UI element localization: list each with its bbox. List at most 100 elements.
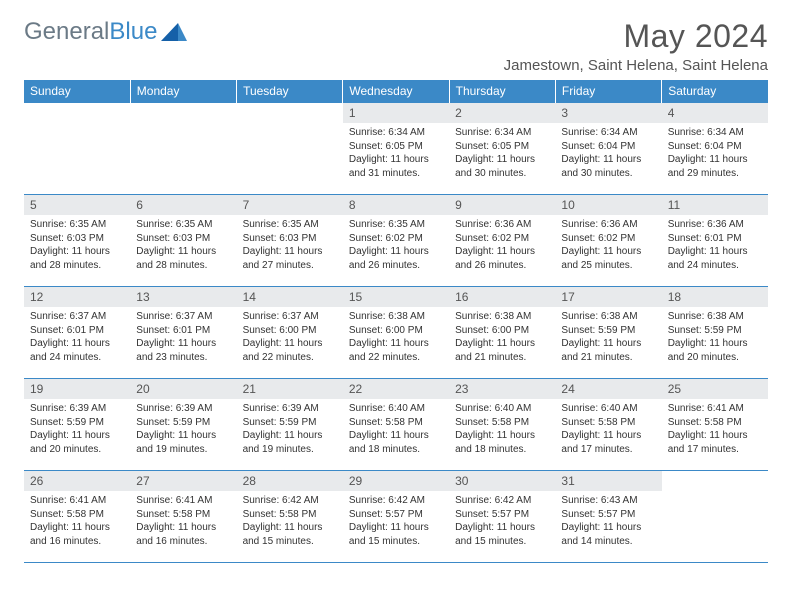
sunrise-text: Sunrise: 6:39 AM — [243, 402, 337, 416]
calendar-cell: 16Sunrise: 6:38 AMSunset: 6:00 PMDayligh… — [449, 287, 555, 379]
day-number: 4 — [662, 103, 768, 123]
weekday-header-row: Sunday Monday Tuesday Wednesday Thursday… — [24, 80, 768, 103]
day-number: 25 — [662, 379, 768, 399]
calendar-cell: 19Sunrise: 6:39 AMSunset: 5:59 PMDayligh… — [24, 379, 130, 471]
day-number: 13 — [130, 287, 236, 307]
month-title: May 2024 — [504, 18, 768, 55]
day-details: Sunrise: 6:34 AMSunset: 6:04 PMDaylight:… — [662, 123, 768, 184]
calendar-cell: 1Sunrise: 6:34 AMSunset: 6:05 PMDaylight… — [343, 103, 449, 195]
day-details: Sunrise: 6:35 AMSunset: 6:03 PMDaylight:… — [130, 215, 236, 276]
calendar-cell: 17Sunrise: 6:38 AMSunset: 5:59 PMDayligh… — [555, 287, 661, 379]
weekday-header: Friday — [555, 80, 661, 103]
sunset-text: Sunset: 5:57 PM — [455, 508, 549, 522]
calendar-cell — [662, 471, 768, 563]
daylight-text: Daylight: 11 hours and 21 minutes. — [561, 337, 655, 364]
sunrise-text: Sunrise: 6:37 AM — [30, 310, 124, 324]
weekday-header: Saturday — [662, 80, 768, 103]
sunrise-text: Sunrise: 6:38 AM — [349, 310, 443, 324]
sunset-text: Sunset: 6:04 PM — [668, 140, 762, 154]
daylight-text: Daylight: 11 hours and 30 minutes. — [561, 153, 655, 180]
sunrise-text: Sunrise: 6:35 AM — [243, 218, 337, 232]
weekday-header: Sunday — [24, 80, 130, 103]
calendar-cell: 18Sunrise: 6:38 AMSunset: 5:59 PMDayligh… — [662, 287, 768, 379]
sunset-text: Sunset: 6:00 PM — [243, 324, 337, 338]
sunset-text: Sunset: 5:57 PM — [349, 508, 443, 522]
sunset-text: Sunset: 6:01 PM — [136, 324, 230, 338]
calendar-week-row: 1Sunrise: 6:34 AMSunset: 6:05 PMDaylight… — [24, 103, 768, 195]
day-number: 7 — [237, 195, 343, 215]
daylight-text: Daylight: 11 hours and 26 minutes. — [455, 245, 549, 272]
calendar-cell: 3Sunrise: 6:34 AMSunset: 6:04 PMDaylight… — [555, 103, 661, 195]
daylight-text: Daylight: 11 hours and 27 minutes. — [243, 245, 337, 272]
day-number: 21 — [237, 379, 343, 399]
sunrise-text: Sunrise: 6:34 AM — [349, 126, 443, 140]
sunrise-text: Sunrise: 6:41 AM — [30, 494, 124, 508]
daylight-text: Daylight: 11 hours and 31 minutes. — [349, 153, 443, 180]
sunset-text: Sunset: 6:02 PM — [455, 232, 549, 246]
daylight-text: Daylight: 11 hours and 15 minutes. — [243, 521, 337, 548]
calendar-week-row: 19Sunrise: 6:39 AMSunset: 5:59 PMDayligh… — [24, 379, 768, 471]
day-details: Sunrise: 6:38 AMSunset: 5:59 PMDaylight:… — [555, 307, 661, 368]
daylight-text: Daylight: 11 hours and 15 minutes. — [455, 521, 549, 548]
day-details: Sunrise: 6:41 AMSunset: 5:58 PMDaylight:… — [24, 491, 130, 552]
daylight-text: Daylight: 11 hours and 14 minutes. — [561, 521, 655, 548]
sunrise-text: Sunrise: 6:41 AM — [136, 494, 230, 508]
day-details: Sunrise: 6:37 AMSunset: 6:00 PMDaylight:… — [237, 307, 343, 368]
calendar-cell: 14Sunrise: 6:37 AMSunset: 6:00 PMDayligh… — [237, 287, 343, 379]
sunrise-text: Sunrise: 6:39 AM — [136, 402, 230, 416]
day-details: Sunrise: 6:34 AMSunset: 6:05 PMDaylight:… — [449, 123, 555, 184]
day-number: 12 — [24, 287, 130, 307]
calendar-cell: 8Sunrise: 6:35 AMSunset: 6:02 PMDaylight… — [343, 195, 449, 287]
sunset-text: Sunset: 5:59 PM — [243, 416, 337, 430]
sunset-text: Sunset: 6:00 PM — [455, 324, 549, 338]
day-details: Sunrise: 6:38 AMSunset: 6:00 PMDaylight:… — [449, 307, 555, 368]
day-number: 16 — [449, 287, 555, 307]
day-number: 24 — [555, 379, 661, 399]
day-details: Sunrise: 6:35 AMSunset: 6:02 PMDaylight:… — [343, 215, 449, 276]
daylight-text: Daylight: 11 hours and 18 minutes. — [455, 429, 549, 456]
sunset-text: Sunset: 6:03 PM — [136, 232, 230, 246]
daylight-text: Daylight: 11 hours and 16 minutes. — [30, 521, 124, 548]
calendar-cell — [130, 103, 236, 195]
day-details: Sunrise: 6:43 AMSunset: 5:57 PMDaylight:… — [555, 491, 661, 552]
day-number: 11 — [662, 195, 768, 215]
sunset-text: Sunset: 5:59 PM — [30, 416, 124, 430]
calendar-cell: 28Sunrise: 6:42 AMSunset: 5:58 PMDayligh… — [237, 471, 343, 563]
day-details: Sunrise: 6:36 AMSunset: 6:02 PMDaylight:… — [555, 215, 661, 276]
daylight-text: Daylight: 11 hours and 19 minutes. — [243, 429, 337, 456]
sunset-text: Sunset: 6:05 PM — [455, 140, 549, 154]
brand-part1: General — [24, 18, 109, 46]
logo-triangle-icon — [161, 23, 187, 41]
sunset-text: Sunset: 5:58 PM — [561, 416, 655, 430]
sunrise-text: Sunrise: 6:35 AM — [349, 218, 443, 232]
calendar-cell: 7 Sunrise: 6:35 AMSunset: 6:03 PMDaylight… — [237, 195, 343, 287]
day-number: 8 — [343, 195, 449, 215]
day-details: Sunrise: 6:41 AMSunset: 5:58 PMDaylight:… — [130, 491, 236, 552]
sunset-text: Sunset: 6:01 PM — [30, 324, 124, 338]
day-details: Sunrise: 6:38 AMSunset: 6:00 PMDaylight:… — [343, 307, 449, 368]
sunset-text: Sunset: 5:58 PM — [243, 508, 337, 522]
calendar-cell: 4Sunrise: 6:34 AMSunset: 6:04 PMDaylight… — [662, 103, 768, 195]
weekday-header: Wednesday — [343, 80, 449, 103]
daylight-text: Daylight: 11 hours and 17 minutes. — [561, 429, 655, 456]
day-details: Sunrise: 6:37 AMSunset: 6:01 PMDaylight:… — [24, 307, 130, 368]
calendar-cell: 10Sunrise: 6:36 AMSunset: 6:02 PMDayligh… — [555, 195, 661, 287]
day-number: 27 — [130, 471, 236, 491]
calendar-week-row: 5Sunrise: 6:35 AMSunset: 6:03 PMDaylight… — [24, 195, 768, 287]
calendar-cell: 23Sunrise: 6:40 AMSunset: 5:58 PMDayligh… — [449, 379, 555, 471]
day-number: 2 — [449, 103, 555, 123]
daylight-text: Daylight: 11 hours and 28 minutes. — [30, 245, 124, 272]
daylight-text: Daylight: 11 hours and 19 minutes. — [136, 429, 230, 456]
sunrise-text: Sunrise: 6:36 AM — [561, 218, 655, 232]
calendar-week-row: 12Sunrise: 6:37 AMSunset: 6:01 PMDayligh… — [24, 287, 768, 379]
day-details: Sunrise: 6:35 AMSunset: 6:03 PMDaylight:… — [24, 215, 130, 276]
sunset-text: Sunset: 6:04 PM — [561, 140, 655, 154]
sunrise-text: Sunrise: 6:42 AM — [349, 494, 443, 508]
daylight-text: Daylight: 11 hours and 26 minutes. — [349, 245, 443, 272]
calendar-cell: 9Sunrise: 6:36 AMSunset: 6:02 PMDaylight… — [449, 195, 555, 287]
sunset-text: Sunset: 6:05 PM — [349, 140, 443, 154]
day-details: Sunrise: 6:36 AMSunset: 6:02 PMDaylight:… — [449, 215, 555, 276]
calendar-cell: 12Sunrise: 6:37 AMSunset: 6:01 PMDayligh… — [24, 287, 130, 379]
sunset-text: Sunset: 6:03 PM — [243, 232, 337, 246]
day-number: 19 — [24, 379, 130, 399]
